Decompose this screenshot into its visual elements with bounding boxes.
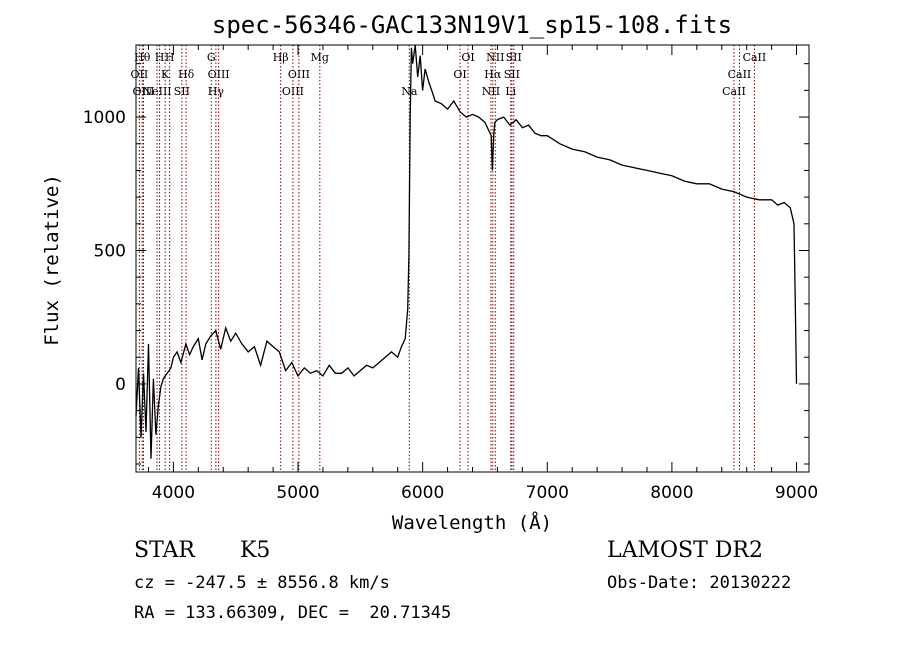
line-label-17-0: OI <box>453 68 466 81</box>
y-axis: 0 500 1000 <box>83 63 809 465</box>
observation-date: Obs-Date: 20130222 <box>607 573 792 593</box>
line-label-20-0: Hα <box>484 68 502 81</box>
line-label-10-0: Hγ <box>208 85 225 98</box>
line-label-7-0: SII <box>174 85 190 98</box>
line-label-12-0: Hβ <box>273 51 289 64</box>
y-tick-label-1000: 1000 <box>83 108 126 128</box>
x-axis: 4000 5000 6000 7000 8000 9000 <box>147 45 818 503</box>
line-label-4-0: H <box>155 51 165 64</box>
spectrum-chart: spec-56346-GAC133N19V1_sp15-108.fits OII… <box>41 11 818 534</box>
line-label-8-0: Hδ <box>178 68 195 81</box>
survey-name: LAMOST DR2 <box>607 538 763 563</box>
line-label-1-0: Hθ <box>134 51 151 64</box>
x-tick-label-4000: 4000 <box>152 483 195 503</box>
spectral-subclass: K5 <box>240 538 271 563</box>
coordinates-readout: RA = 133.66309, DEC = 20.71345 <box>134 603 452 623</box>
plot-frame <box>135 44 810 473</box>
line-label-19-0: NII <box>482 85 500 98</box>
line-label-3-0: NeIII <box>142 85 171 98</box>
emission-line-labels: OIIHθOIIINeIIIHKHSIIHδGHγOIIIHβOIIIOIIIM… <box>131 51 767 98</box>
x-tick-label-6000: 6000 <box>401 483 444 503</box>
line-label-27-0: CaII <box>743 51 767 64</box>
line-label-15-0: Mg <box>311 51 329 64</box>
line-label-6-0: H <box>165 51 175 64</box>
chart-title: spec-56346-GAC133N19V1_sp15-108.fits <box>212 11 732 39</box>
redshift-readout: cz = -247.5 ± 8556.8 km/s <box>134 573 390 593</box>
line-label-22-0: Li <box>505 85 516 98</box>
y-tick-label-0: 0 <box>115 375 126 395</box>
line-label-24-0: SII <box>506 51 522 64</box>
line-label-26-0: CaII <box>728 68 752 81</box>
y-tick-label-500: 500 <box>94 241 126 261</box>
y-axis-label: Flux (relative) <box>41 174 63 346</box>
line-label-18-0: OI <box>461 51 474 64</box>
line-label-9-0: G <box>207 51 216 64</box>
line-label-23-0: SII <box>504 68 520 81</box>
x-tick-label-5000: 5000 <box>276 483 319 503</box>
spectrum-line <box>135 44 798 459</box>
line-label-0-0: OII <box>131 68 149 81</box>
x-tick-label-8000: 8000 <box>650 483 693 503</box>
line-label-13-0: OIII <box>282 85 304 98</box>
line-label-5-0: K <box>161 68 170 81</box>
x-tick-label-7000: 7000 <box>526 483 569 503</box>
line-label-21-0: NII <box>486 51 504 64</box>
line-label-2-0: OIII <box>132 85 154 98</box>
line-label-16-0: Na <box>401 85 418 98</box>
object-class: STAR <box>134 538 195 563</box>
line-label-14-0: OIII <box>288 68 310 81</box>
line-label-11-0: OIII <box>208 68 230 81</box>
x-tick-label-9000: 9000 <box>775 483 818 503</box>
x-axis-label: Wavelength (Å) <box>392 511 552 534</box>
line-label-25-0: CaII <box>722 85 746 98</box>
